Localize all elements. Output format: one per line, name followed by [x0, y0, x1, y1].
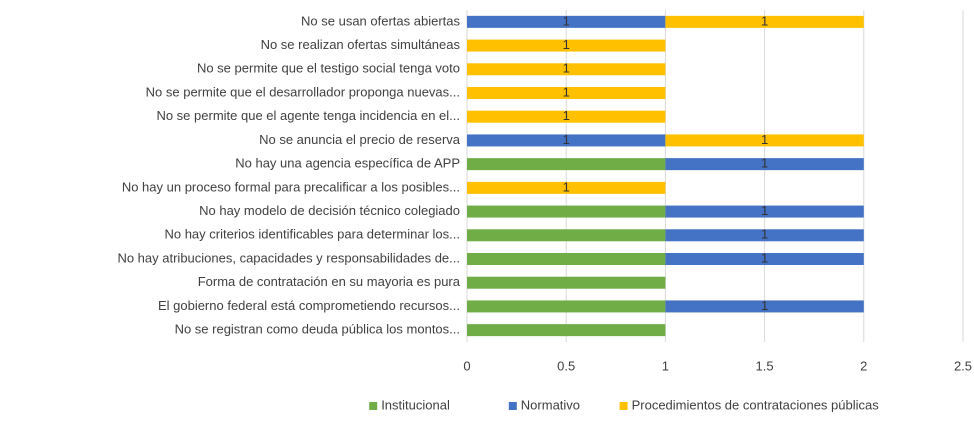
data-label: 1	[563, 61, 570, 76]
bar-segment	[665, 205, 864, 218]
y-tick-label: El gobierno federal está comprometiendo …	[158, 298, 460, 313]
data-label: 1	[563, 37, 570, 52]
data-label: 1	[761, 227, 768, 242]
bar-segment	[665, 15, 864, 28]
data-label: 1	[761, 203, 768, 218]
bar-segment	[467, 134, 666, 147]
data-label: 1	[563, 132, 570, 147]
data-label: 1	[761, 13, 768, 28]
y-tick-label: No se permite que el desarrollador propo…	[146, 84, 460, 99]
bar-segment	[467, 324, 666, 337]
y-tick-label: No hay un proceso formal para precalific…	[122, 179, 460, 194]
bar-segment	[467, 158, 666, 171]
y-tick-label: No se realizan ofertas simultáneas	[261, 37, 461, 52]
y-tick-label: No hay una agencia específica de APP	[235, 156, 460, 171]
y-tick-label: No se usan ofertas abiertas	[301, 13, 460, 28]
y-tick-label: No hay modelo de decisión técnico colegi…	[199, 203, 460, 218]
y-tick-label: No hay criterios identificables para det…	[164, 227, 460, 242]
x-tick-label: 2	[860, 358, 867, 373]
bar-segment	[467, 181, 666, 194]
y-tick-label: No se permite que el testigo social teng…	[197, 61, 460, 76]
legend-label: Normativo	[521, 397, 580, 412]
bar-segment	[467, 276, 666, 289]
y-tick-label: Forma de contratación en su mayoria es p…	[198, 274, 461, 289]
y-tick-label: No hay atribuciones, capacidades y respo…	[117, 250, 460, 265]
legend-label: Institucional	[381, 397, 450, 412]
bar-segment	[665, 134, 864, 147]
bar-segment	[665, 158, 864, 171]
data-label: 1	[761, 132, 768, 147]
bar-segment	[467, 15, 666, 28]
y-tick-label: No se anuncia el precio de reserva	[259, 132, 461, 147]
legend-swatch	[619, 402, 628, 410]
bar-segment	[467, 63, 666, 76]
x-tick-label: 1	[662, 358, 669, 373]
bar-segment	[467, 229, 666, 242]
x-tick-label: 2.5	[954, 358, 972, 373]
y-tick-label: No se registran como deuda pública los m…	[175, 322, 460, 337]
legend-label: Procedimientos de contrataciones pública…	[632, 397, 880, 412]
bar-segment	[665, 229, 864, 242]
x-tick-label: 0	[463, 358, 470, 373]
data-label: 1	[563, 84, 570, 99]
bar-segment	[467, 205, 666, 218]
bar-segment	[665, 300, 864, 313]
x-tick-label: 1.5	[756, 358, 774, 373]
bar-segment	[467, 110, 666, 123]
data-label: 1	[761, 250, 768, 265]
bar-segment	[467, 253, 666, 265]
legend-swatch	[508, 402, 517, 410]
data-label: 1	[761, 298, 768, 313]
bar-segment	[467, 300, 666, 313]
bar-segment	[467, 39, 666, 52]
data-label: 1	[563, 108, 570, 123]
data-label: 1	[563, 13, 570, 28]
y-tick-label: No se permite que el agente tenga incide…	[156, 108, 460, 123]
bar-segment	[665, 253, 864, 265]
data-label: 1	[563, 179, 570, 194]
bar-segment	[467, 87, 666, 99]
x-tick-label: 0.5	[557, 358, 575, 373]
data-label: 1	[761, 156, 768, 171]
legend-swatch	[369, 402, 378, 410]
